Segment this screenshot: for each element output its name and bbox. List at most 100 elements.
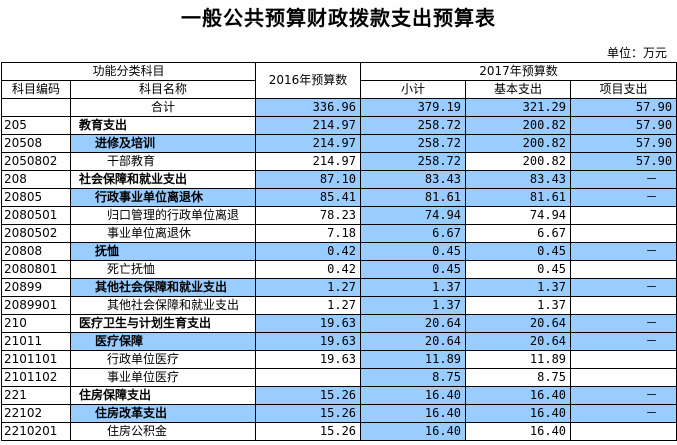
value-cell: 0.42 [255, 260, 362, 279]
budget-table: 功能分类科目 2016年预算数 2017年预算数 科目编码 科目名称 小计 基本… [0, 62, 677, 441]
table-row: 22102 住房改革支出 15.26 16.40 16.40 － [1, 404, 677, 423]
value-cell: 0.45 [465, 260, 572, 279]
value-cell: 0.42 [255, 242, 362, 261]
value-cell: 74.94 [360, 206, 467, 225]
value-cell: 16.40 [465, 404, 572, 423]
value-cell [570, 350, 677, 369]
name-cell: 医疗卫生与计划生育支出 [69, 314, 257, 333]
value-cell: 379.19 [360, 98, 467, 117]
table-row: 205 教育支出 214.97 258.72 200.82 57.90 [1, 116, 677, 135]
value-cell: 19.63 [255, 332, 362, 351]
value-cell: 1.37 [360, 278, 467, 297]
code-cell: 2050802 [1, 152, 71, 171]
value-cell: 16.40 [360, 422, 467, 441]
code-cell: 22102 [1, 404, 71, 423]
table-row: 合计 336.96 379.19 321.29 57.90 [1, 98, 677, 117]
table-row: 2050802 干部教育 214.97 258.72 200.82 57.90 [1, 152, 677, 171]
value-cell: 200.82 [465, 116, 572, 135]
value-cell [255, 368, 362, 387]
value-cell: 16.40 [465, 422, 572, 441]
value-cell: 74.94 [465, 206, 572, 225]
table-body: 合计 336.96 379.19 321.29 57.90 205 教育支出 214.97 25… [1, 98, 677, 441]
table-row: 2089901 其他社会保障和就业支出 1.27 1.37 1.37 [1, 296, 677, 315]
code-cell: 20805 [1, 188, 71, 207]
header-cell: 科目名称 [69, 80, 257, 99]
header-cell: 项目支出 [570, 80, 677, 99]
name-cell: 教育支出 [69, 116, 257, 135]
table-row: 2101101 行政单位医疗 19.63 11.89 11.89 [1, 350, 677, 369]
name-cell: 干部教育 [69, 152, 257, 171]
title: 一般公共预算财政拨款支出预算表 [181, 6, 496, 30]
name-cell: 行政单位医疗 [69, 350, 257, 369]
value-cell: 0.45 [360, 260, 467, 279]
value-cell: 8.75 [360, 368, 467, 387]
name-cell: 进修及培训 [69, 134, 257, 153]
value-cell: 20.64 [465, 332, 572, 351]
value-cell: 336.96 [255, 98, 362, 117]
code-cell: 20508 [1, 134, 71, 153]
value-cell: 19.63 [255, 350, 362, 369]
name-cell: 归口管理的行政单位离退 [69, 206, 257, 225]
code-cell: 2101101 [1, 350, 71, 369]
header-cell: 小计 [360, 80, 467, 99]
value-cell: 85.41 [255, 188, 362, 207]
value-cell: 16.40 [465, 386, 572, 405]
value-cell [570, 224, 677, 243]
name-cell: 社会保障和就业支出 [69, 170, 257, 189]
header-cell: 基本支出 [465, 80, 572, 99]
value-cell: － [570, 188, 677, 207]
table-row: 2080501 归口管理的行政单位离退 78.23 74.94 74.94 [1, 206, 677, 225]
value-cell: － [570, 170, 677, 189]
table-row: 2080502 事业单位离退休 7.18 6.67 6.67 [1, 224, 677, 243]
value-cell: 19.63 [255, 314, 362, 333]
table-row: 20808 抚恤 0.42 0.45 0.45 － [1, 242, 677, 261]
value-cell: 57.90 [570, 134, 677, 153]
value-cell: 6.67 [465, 224, 572, 243]
value-cell: 6.67 [360, 224, 467, 243]
name-cell: 住房保障支出 [69, 386, 257, 405]
value-cell: － [570, 242, 677, 261]
value-cell: 15.26 [255, 386, 362, 405]
value-cell: 7.18 [255, 224, 362, 243]
name-cell: 行政事业单位离退休 [69, 188, 257, 207]
table-row: 2080801 死亡抚恤 0.42 0.45 0.45 [1, 260, 677, 279]
value-cell [570, 422, 677, 441]
value-cell: 0.45 [360, 242, 467, 261]
value-cell: 214.97 [255, 152, 362, 171]
value-cell: 81.61 [465, 188, 572, 207]
value-cell: 57.90 [570, 116, 677, 135]
value-cell [570, 296, 677, 315]
value-cell: 15.26 [255, 422, 362, 441]
value-cell: 83.43 [360, 170, 467, 189]
table-row: 208 社会保障和就业支出 87.10 83.43 83.43 － [1, 170, 677, 189]
value-cell: 214.97 [255, 116, 362, 135]
table-row: 20805 行政事业单位离退休 85.41 81.61 81.61 － [1, 188, 677, 207]
name-cell: 死亡抚恤 [69, 260, 257, 279]
name-cell: 抚恤 [69, 242, 257, 261]
value-cell: 321.29 [465, 98, 572, 117]
code-cell: 2101102 [1, 368, 71, 387]
code-cell [1, 98, 71, 117]
value-cell: 16.40 [360, 404, 467, 423]
value-cell [570, 260, 677, 279]
name-cell: 合计 [69, 98, 257, 117]
value-cell: 258.72 [360, 152, 467, 171]
value-cell: 87.10 [255, 170, 362, 189]
value-cell: 0.45 [465, 242, 572, 261]
value-cell: 57.90 [570, 152, 677, 171]
code-cell: 210 [1, 314, 71, 333]
value-cell: 20.64 [360, 332, 467, 351]
code-cell: 205 [1, 116, 71, 135]
name-cell: 事业单位离退休 [69, 224, 257, 243]
table-row: 21011 医疗保障 19.63 20.64 20.64 － [1, 332, 677, 351]
value-cell: 20.64 [360, 314, 467, 333]
code-cell: 2089901 [1, 296, 71, 315]
value-cell: － [570, 314, 677, 333]
table-row: 20899 其他社会保障和就业支出 1.27 1.37 1.37 － [1, 278, 677, 297]
value-cell: 15.26 [255, 404, 362, 423]
value-cell: 83.43 [465, 170, 572, 189]
name-cell: 其他社会保障和就业支出 [69, 296, 257, 315]
value-cell [570, 368, 677, 387]
